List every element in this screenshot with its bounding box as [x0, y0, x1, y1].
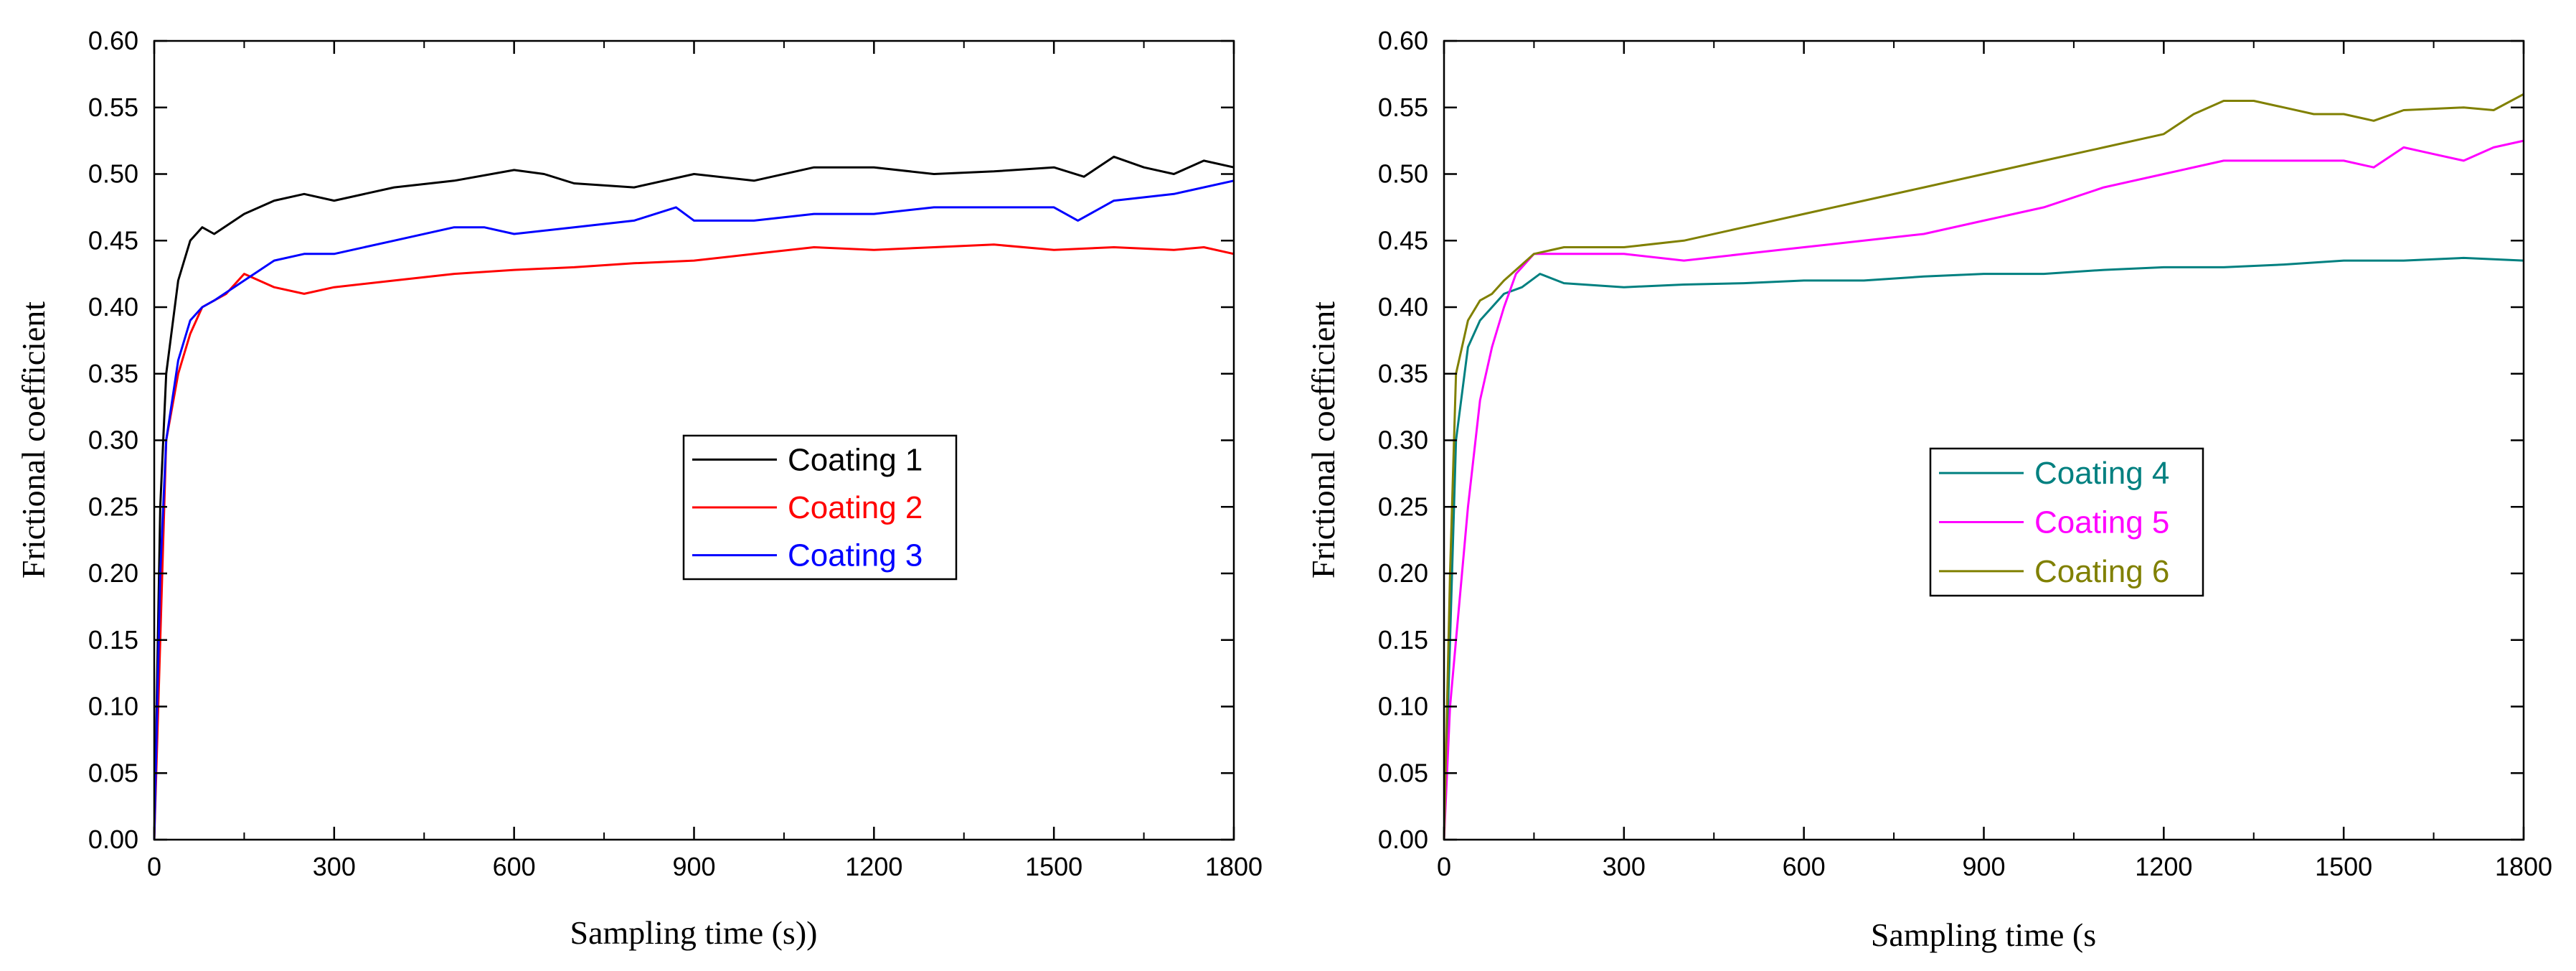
y-tick-label: 0.20 — [1378, 558, 1428, 588]
x-tick-label: 0 — [147, 852, 161, 881]
series-line-coating-4 — [1443, 256, 2524, 840]
x-tick-label: 1800 — [2495, 852, 2552, 881]
y-tick-label: 0.45 — [88, 225, 138, 255]
x-axis-title: Sampling time (s — [1871, 916, 2096, 953]
x-tick-label: 0 — [1437, 852, 1451, 881]
chart-2: 0 300 600 900 1200 1500 1800 0.00 0.05 0.10 0.15 0.… — [1305, 26, 2552, 953]
legend-label: Coating 3 — [788, 538, 923, 573]
legend-label: Coating 2 — [788, 490, 923, 525]
series-line-coating-5 — [1443, 139, 2524, 840]
y-tick-label: 0.00 — [88, 825, 138, 854]
x-tick-label: 1200 — [2135, 852, 2192, 881]
y-tick-label: 0.55 — [88, 93, 138, 122]
y-tick-label: 0.05 — [88, 758, 138, 787]
y-tick-label: 0.60 — [88, 26, 138, 55]
y-tick-label: 0.45 — [1378, 225, 1428, 255]
y-tick-label: 0.50 — [88, 159, 138, 189]
legend-label: Coating 1 — [788, 442, 923, 477]
y-tick-label: 0.55 — [1378, 93, 1428, 122]
y-tick-label: 0.30 — [88, 426, 138, 455]
x-tick-label: 1200 — [845, 852, 902, 881]
y-tick-label: 0.20 — [88, 558, 138, 588]
y-tick-label: 0.25 — [1378, 492, 1428, 521]
x-tick-label: 600 — [493, 852, 536, 881]
y-tick-label: 0.35 — [1378, 359, 1428, 388]
y-tick-label: 0.35 — [88, 359, 138, 388]
series-line-coating-6 — [1443, 93, 2524, 840]
x-tick-label: 900 — [672, 852, 715, 881]
x-tick-label: 900 — [1962, 852, 2005, 881]
y-tick-label: 0.60 — [1378, 26, 1428, 55]
x-tick-label: 1500 — [1025, 852, 1082, 881]
y-tick-label: 0.40 — [88, 292, 138, 322]
x-tick-label: 300 — [1603, 852, 1646, 881]
series-line-coating-2 — [153, 243, 1235, 840]
y-tick-label: 0.15 — [1378, 625, 1428, 655]
y-tick-label: 0.25 — [88, 492, 138, 521]
y-tick-label: 0.00 — [1378, 825, 1428, 854]
legend-label: Coating 5 — [2034, 505, 2169, 540]
legend: Coating 4 Coating 5 Coating 6 — [1929, 447, 2204, 597]
series-line-coating-3 — [153, 179, 1235, 840]
chart-1: 0 300 600 900 1200 1500 1800 0.00 0.05 0.10 0.15 0.… — [15, 26, 1263, 951]
y-tick-label: 0.30 — [1378, 426, 1428, 455]
y-tick-label: 0.10 — [88, 692, 138, 721]
plot-frame — [1443, 39, 2525, 841]
x-tick-label: 600 — [1783, 852, 1826, 881]
y-tick-label: 0.50 — [1378, 159, 1428, 189]
x-axis-title: Sampling time (s)) — [570, 914, 818, 951]
legend: Coating 1 Coating 2 Coating 3 — [682, 434, 958, 581]
series-line-coating-1 — [153, 155, 1235, 840]
y-axis-title: Frictional coefficient — [15, 301, 52, 578]
legend-label: Coating 4 — [2034, 456, 2169, 491]
x-tick-label: 1500 — [2315, 852, 2372, 881]
y-tick-label: 0.05 — [1378, 758, 1428, 787]
y-axis-title: Frictional coefficient — [1305, 301, 1341, 578]
y-tick-label: 0.10 — [1378, 692, 1428, 721]
x-tick-label: 300 — [313, 852, 356, 881]
x-tick-label: 1800 — [1205, 852, 1263, 881]
y-tick-label: 0.15 — [88, 625, 138, 655]
legend-label: Coating 6 — [2034, 554, 2169, 589]
y-tick-label: 0.40 — [1378, 292, 1428, 322]
